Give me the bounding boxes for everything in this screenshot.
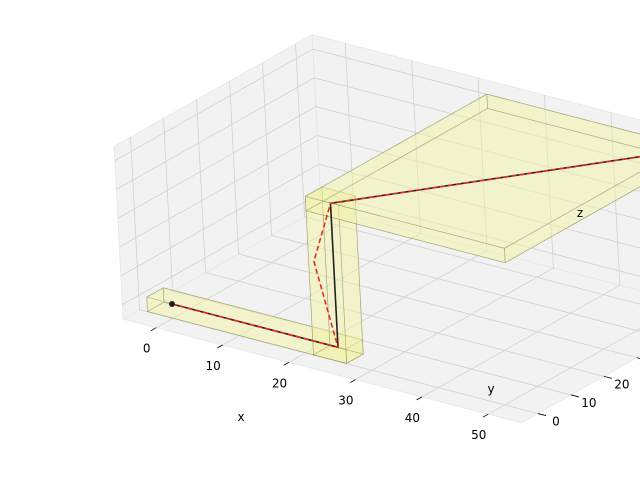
z-axis-label: z [577,206,583,220]
x-tick-label: 0 [143,342,151,356]
x-tick-label: 40 [405,411,420,425]
paths [169,155,640,349]
x-tick [217,344,223,349]
y-tick [603,375,613,379]
grid-line-back-z [317,135,640,220]
x-tick [482,413,489,418]
grid-line-back-z [318,163,640,249]
grid-line-floor-y [205,272,605,377]
axis-ticks: 010203040500102030405001020304050 [143,327,640,442]
x-tick-label: 20 [272,376,287,390]
grid-line-side-y [196,99,206,273]
x-tick-label: 30 [338,394,353,408]
y-tick [636,357,640,359]
grid-line-floor-y [238,253,638,359]
x-tick [150,327,157,332]
grid-line-side-y [163,118,173,292]
tunnel-face [504,171,640,264]
grid-line-side-z [122,192,321,305]
tunnel-face [338,195,364,364]
tunnel-segment [304,93,640,264]
tunnel-boxes [146,93,640,364]
grid-line-side-y [262,62,272,236]
tunnel-segment [146,287,364,364]
grid-line-back-x [477,77,488,251]
grid-line-side-y [130,136,140,310]
grid-line-floor-x [421,284,621,398]
grid-line-side-z [117,106,316,219]
path-dashed-line [171,155,640,349]
tunnel-face [146,287,165,312]
grid-line-floor-x [355,267,554,380]
grid-line-back-z [315,106,640,192]
x-tick-label: 10 [206,359,221,373]
grid-line-floor-y [172,290,572,396]
y-tick-label: 0 [552,415,560,429]
start-marker [169,301,175,307]
x-tick [349,379,356,383]
x-axis-label: x [237,410,244,424]
grid-line-side-y [295,43,305,217]
x-tick-label: 50 [471,428,486,442]
grid-line-side-z [116,77,315,190]
grid-line-floor-y [304,216,640,305]
y-tick-label: 20 [614,377,629,391]
y-tick [537,413,547,416]
grid-line-side-z [119,135,318,248]
grid-line-back-z [314,77,640,164]
x-tick [283,361,290,366]
grid-line-back-x [344,43,355,217]
grid-line-side-z [120,163,319,277]
grid-line-floor-y [271,234,640,332]
x-tick [416,396,423,401]
y-axis-label: y [487,382,494,396]
grid-line-back-x [411,60,422,234]
tunnel-face [304,93,488,212]
back-pane-x [113,34,322,320]
grid-line-side-z [114,48,313,161]
grid-line-side-y [229,81,239,254]
y-tick [570,394,580,398]
grid-line-back-z [320,192,640,277]
y-tick-label: 10 [581,396,596,410]
grid-line-floor-x [488,328,640,415]
